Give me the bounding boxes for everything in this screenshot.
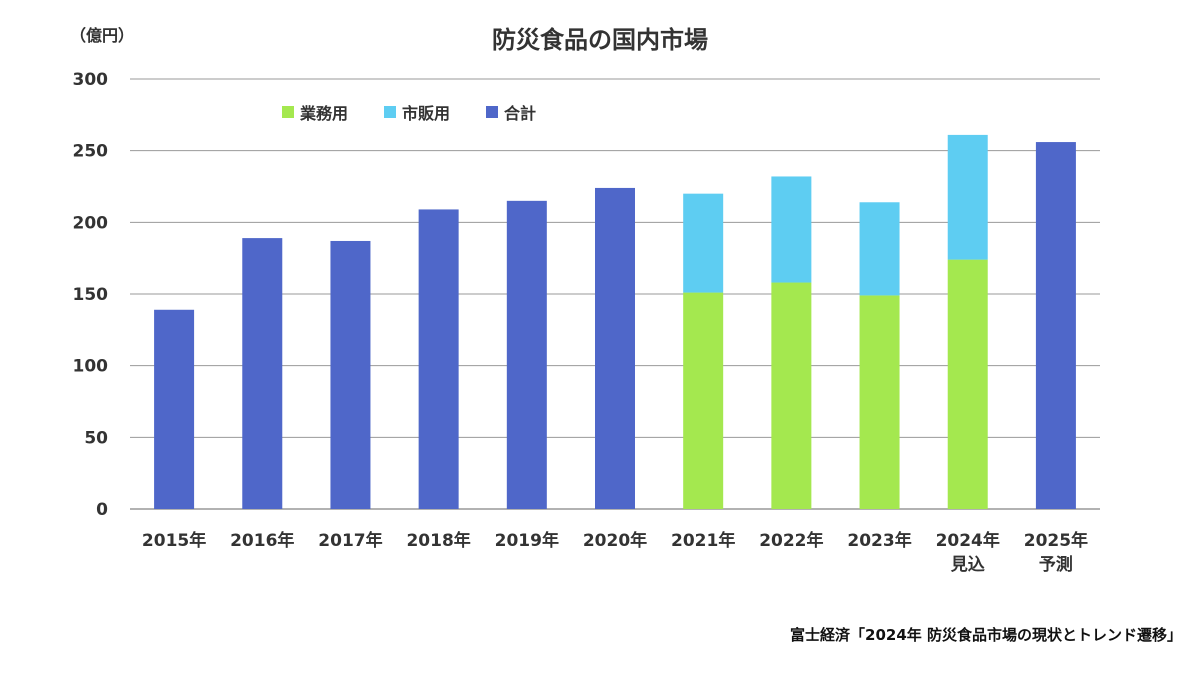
- source-note: 富士経済「2024年 防災食品市場の現状とトレンド遷移」: [790, 626, 1182, 644]
- x-tick-label: 2020年: [583, 530, 647, 551]
- bar-total: [595, 187, 635, 509]
- legend-label-retail: 市販用: [402, 104, 451, 123]
- bar-commercial: [947, 259, 988, 509]
- x-tick-label: 2025年予測: [1024, 530, 1088, 575]
- x-tick-label: 2019年: [495, 530, 559, 551]
- bar-total: [506, 200, 547, 510]
- bar-retail: [683, 193, 724, 293]
- bar-commercial: [771, 282, 812, 509]
- bar-commercial: [859, 295, 900, 509]
- bar-total: [330, 240, 371, 509]
- y-tick-label: 150: [73, 285, 109, 305]
- y-tick-label: 250: [73, 142, 109, 162]
- bar-retail: [859, 202, 900, 296]
- y-tick-label: 300: [73, 70, 109, 90]
- bars: [154, 134, 1076, 510]
- bar-total: [154, 309, 195, 509]
- y-tick-label: 0: [96, 500, 108, 520]
- legend-label-total: 合計: [504, 104, 537, 123]
- legend-item-commercial: 業務用: [282, 100, 348, 124]
- x-tick-label: 2021年: [671, 530, 735, 551]
- legend-swatch-total: [486, 106, 499, 118]
- chart-title: 防災食品の国内市場: [492, 26, 708, 54]
- x-tick-label: 2023年: [847, 530, 911, 551]
- bar-total: [1035, 142, 1076, 510]
- bar-commercial: [683, 292, 724, 509]
- y-tick-label: 100: [73, 357, 109, 377]
- y-tick-label: 50: [84, 428, 108, 448]
- legend-swatch-retail: [384, 106, 397, 118]
- bar-retail: [771, 176, 812, 283]
- x-tick-label: 2024年見込: [936, 530, 1000, 575]
- bar-total: [418, 209, 459, 509]
- x-tick-label: 2018年: [406, 530, 470, 551]
- legend: 業務用 市販用 合計: [282, 100, 536, 124]
- legend-item-total: 合計: [486, 100, 536, 124]
- bar-retail: [947, 134, 988, 260]
- x-tick-label: 2016年: [230, 530, 294, 551]
- legend-item-retail: 市販用: [384, 100, 450, 124]
- legend-swatch-commercial: [282, 106, 294, 118]
- legend-label-commercial: 業務用: [300, 104, 349, 123]
- x-tick-label: 2022年: [759, 530, 823, 551]
- y-tick-label: 200: [73, 213, 109, 233]
- bar-total: [242, 238, 283, 509]
- x-tick-label: 2017年: [318, 530, 382, 551]
- y-axis-unit-label: （億円）: [70, 26, 135, 45]
- x-tick-label: 2015年: [142, 530, 206, 551]
- axes: 0 50 100 150 200 250 300 2015年 2016年 2017年 2018年 20…: [73, 70, 1089, 575]
